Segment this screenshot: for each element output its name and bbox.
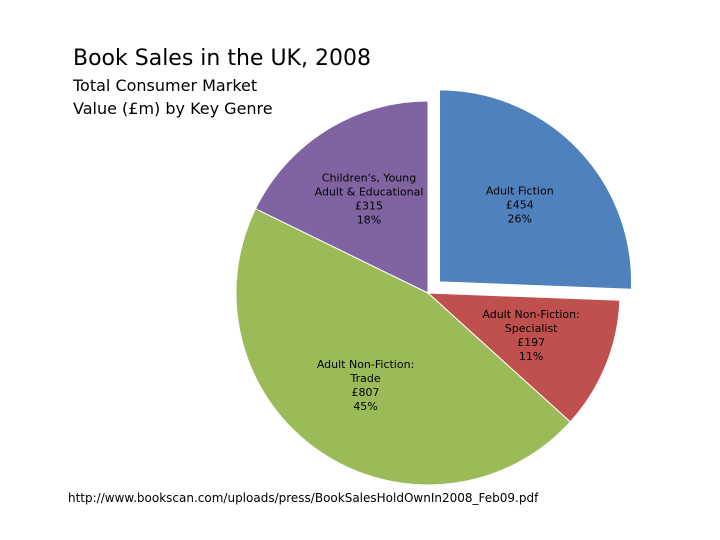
slice-label-adult-fiction: Adult Fiction £454 26% bbox=[486, 185, 554, 226]
slice-label-children-s-young-adult-educational: Children's, Young Adult & Educational £315… bbox=[315, 172, 424, 227]
chart-subtitle-line-2: Value (£m) by Key Genre bbox=[73, 99, 273, 118]
pie-slice-adult-non-fiction-trade bbox=[235, 208, 571, 486]
chart-title-block: Book Sales in the UK, 2008 Total Consume… bbox=[73, 44, 371, 120]
slice-label-adult-non-fiction-trade: Adult Non-Fiction: Trade £807 45% bbox=[317, 358, 414, 413]
pie-slice-adult-fiction bbox=[439, 89, 632, 290]
chart-subtitle-line-1: Total Consumer Market bbox=[73, 76, 258, 95]
slice-label-adult-non-fiction-specialist: Adult Non-Fiction: Specialist £197 11% bbox=[482, 308, 579, 363]
source-url: http://www.bookscan.com/uploads/press/Bo… bbox=[68, 491, 539, 505]
chart-title: Book Sales in the UK, 2008 bbox=[73, 46, 371, 71]
pie-slice-children-s-young-adult-educational bbox=[254, 100, 429, 294]
pie-slice-adult-non-fiction-specialist bbox=[426, 292, 621, 423]
